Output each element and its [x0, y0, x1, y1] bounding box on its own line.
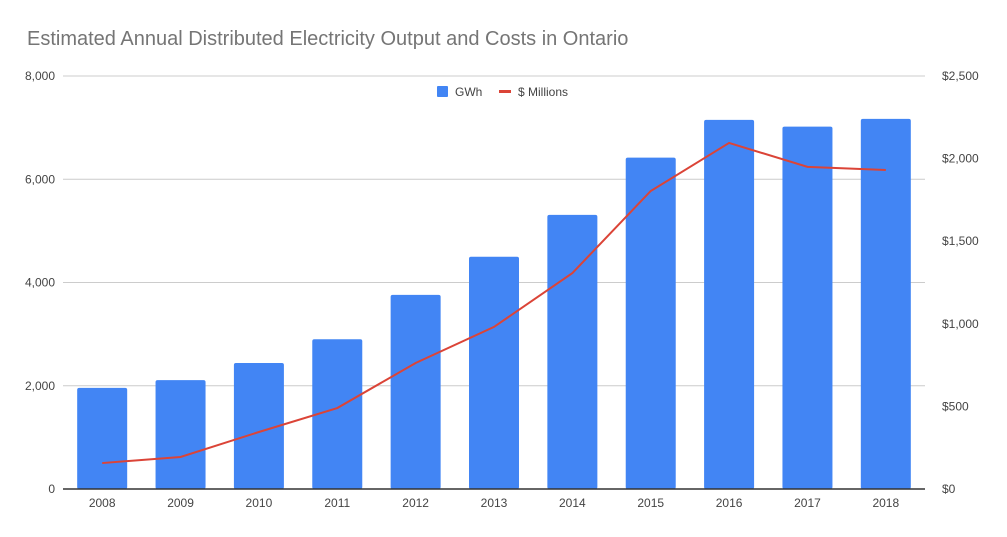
right-axis-tick-label: $2,000	[942, 152, 979, 166]
bar-2018	[860, 118, 911, 489]
x-axis-tick-label: 2016	[716, 496, 743, 510]
x-axis-tick-label: 2015	[637, 496, 664, 510]
x-axis-tick-label: 2010	[246, 496, 273, 510]
bar-2012	[390, 294, 441, 489]
x-axis-tick-label: 2018	[872, 496, 899, 510]
x-axis-tick-label: 2012	[402, 496, 429, 510]
right-axis-tick-label: $1,500	[942, 234, 979, 248]
bar-2008	[77, 387, 128, 489]
bar-2017	[782, 126, 833, 489]
left-axis-tick-label: 8,000	[25, 69, 55, 83]
left-axis-tick-label: 2,000	[25, 379, 55, 393]
x-axis-tick-label: 2009	[167, 496, 194, 510]
x-axis-tick-label: 2013	[481, 496, 508, 510]
legend-label-gwh: GWh	[455, 85, 482, 99]
left-axis-tick-label: 0	[48, 482, 55, 496]
legend-label-millions: $ Millions	[518, 85, 568, 99]
bar-2011	[312, 339, 363, 489]
bar-2013	[469, 256, 519, 489]
left-axis-tick-label: 6,000	[25, 172, 55, 186]
bar-2014	[547, 214, 598, 489]
x-axis-tick-label: 2011	[324, 496, 350, 510]
right-axis-tick-label: $0	[942, 482, 956, 496]
right-axis-tick-label: $2,500	[942, 69, 979, 83]
right-axis-tick-label: $500	[942, 399, 969, 413]
x-axis-tick-label: 2017	[794, 496, 821, 510]
bar-2016	[704, 119, 755, 489]
x-axis-tick-label: 2014	[559, 496, 586, 510]
bar-2009	[155, 380, 206, 489]
bar-2015	[625, 157, 676, 489]
left-axis-tick-label: 4,000	[25, 276, 55, 290]
x-axis-tick-label: 2008	[89, 496, 116, 510]
right-axis-tick-label: $1,000	[942, 317, 979, 331]
chart-title: Estimated Annual Distributed Electricity…	[27, 28, 629, 50]
legend-swatch-gwh	[437, 86, 448, 97]
bar-2010	[233, 363, 284, 489]
